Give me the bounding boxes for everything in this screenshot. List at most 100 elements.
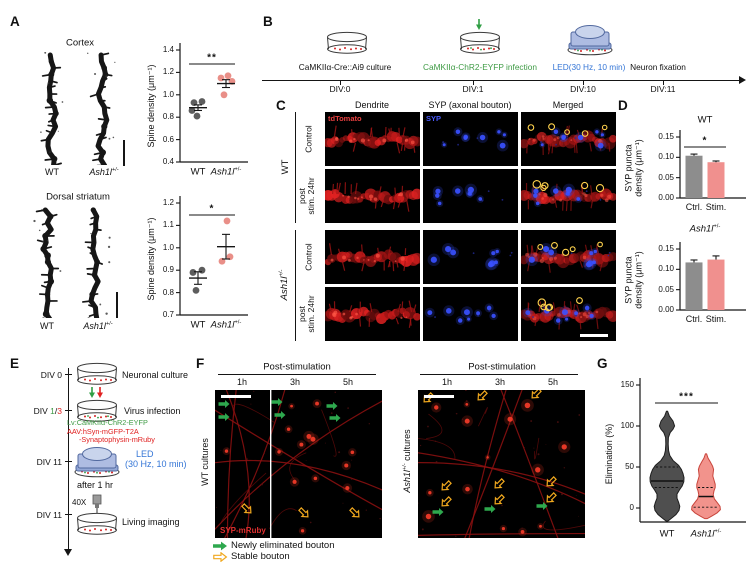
eliminated-bouton-arrow (329, 414, 341, 422)
significance-label: * (209, 203, 215, 215)
column-header-merged: Merged (552, 100, 584, 110)
wait-label: after 1 hr (77, 480, 114, 490)
y-axis-label: Elimination (%) (604, 423, 615, 484)
micrograph-dendrite-wt-cortex (38, 51, 66, 168)
post-stim-header-mut: Post-stimulation (468, 361, 536, 373)
micrograph-dendrite (323, 112, 422, 166)
chart-syp-density-mut: 0.00 0.05 0.10 0.15 SYP puncta density (μm⁻¹)… (618, 218, 750, 330)
condition-label: Control (303, 125, 314, 153)
protocol-tick (65, 374, 72, 376)
y-tick-label: 0.00 (658, 193, 674, 202)
protocol-tick (65, 410, 72, 412)
timeline-step-label: CaMKIIα-ChR2-EYFP infection (423, 62, 537, 72)
y-tick-label: 0.8 (162, 287, 174, 297)
time-label: 1h (441, 377, 453, 387)
x-group-label: Ash1l+/- (210, 166, 242, 178)
significance-label: *** (679, 391, 694, 403)
condition-label: Control (303, 243, 314, 271)
stable-bouton-arrow (546, 492, 557, 503)
scale-bar (424, 395, 454, 398)
eliminated-bouton-arrow (218, 413, 230, 421)
stable-bouton-arrow (298, 507, 309, 518)
timeline-step-label: LED(30 Hz, 10 min) (552, 62, 626, 72)
culture-dish-icon (325, 31, 369, 57)
led-device-icon (72, 444, 122, 478)
time-label: 3h (494, 377, 506, 387)
micrograph-dendrite (322, 169, 423, 223)
stable-bouton-arrow (494, 478, 505, 489)
div-label: DIV 0 (40, 370, 62, 380)
y-tick-label: 1.0 (162, 89, 174, 99)
eliminated-bouton-arrow (218, 400, 230, 408)
timeline-tick (583, 80, 585, 85)
x-group-label: Ash1l+/- (690, 528, 722, 540)
y-tick-label: 0.10 (658, 152, 674, 162)
virus-green-label: Lv:CaMKIIα-ChR2-EYFP (67, 418, 148, 427)
panel-e-label: E (10, 356, 20, 371)
syp-mruby-label: SYP-mRuby (220, 526, 266, 535)
y-tick-label: 0.15 (658, 132, 674, 141)
virus-red-label-1: AAV:hSyn-mGFP-T2A (67, 426, 139, 436)
y-tick-label: 0 (629, 503, 634, 512)
y-tick-label: 0.05 (658, 284, 674, 294)
stable-bouton-arrow (241, 503, 252, 514)
y-tick-label: 100 (620, 421, 634, 430)
scale-bar (221, 395, 251, 398)
micrograph-syp (423, 230, 518, 284)
chart-spine-density-cortex: 0.4 0.6 0.8 1.0 1.2 1.4 Spine density (μm⁻¹) WT… (140, 38, 252, 190)
eliminated-bouton-arrow (271, 398, 283, 406)
div-label: DIV 11 (36, 457, 62, 467)
eliminated-arrow-icon (213, 541, 227, 550)
y-axis-label: SYP puncta density (μm⁻¹) (623, 250, 643, 309)
tdtomato-label: tdTomato (328, 114, 362, 123)
panel-d-label: D (618, 98, 628, 113)
striatum-title: Dorsal striatum (46, 191, 110, 203)
x-group-label: Ash1l+/- (210, 319, 242, 331)
timeline-tick (473, 80, 475, 85)
micrograph-live-mut (412, 384, 591, 544)
objective-label: 40X (72, 498, 87, 507)
micrograph-merged (518, 169, 617, 223)
stable-bouton-arrow (441, 496, 452, 507)
group-bracket (295, 230, 296, 341)
syp-label: SYP (426, 114, 442, 123)
panel-f-label: F (196, 356, 205, 371)
mut-image-label: Ash1l+/- (83, 321, 113, 331)
time-label: 1h (236, 377, 248, 387)
micrograph-dendrite-mut-striatum (78, 207, 111, 323)
mut-cultures-label: Ash1l+/- cultures (402, 429, 413, 493)
genotype-label-wt: WT (279, 159, 291, 175)
micrograph-merged (519, 230, 618, 284)
chart-title: Ash1l+/- (689, 223, 721, 235)
condition-label: post stim. 24hr (296, 177, 316, 215)
eliminated-bouton-arrow (484, 505, 496, 513)
column-header-dendrite: Dendrite (354, 100, 390, 110)
stable-bouton-arrow (349, 507, 360, 518)
y-tick-label: 1.2 (162, 198, 174, 207)
y-tick-label: 0.6 (162, 134, 174, 144)
chart-syp-density-wt: 0.00 0.05 0.10 0.15 SYP puncta density (μm⁻¹)… (618, 106, 750, 218)
micrograph-live-wt (209, 384, 388, 544)
protocol-axis (68, 368, 70, 550)
y-tick-label: 150 (620, 380, 634, 389)
stable-arrow-icon (213, 551, 228, 562)
eliminated-bouton-arrow (274, 411, 286, 419)
protocol-arrowhead (64, 549, 73, 556)
timeline-step-label: Neuron fixation (630, 62, 686, 72)
y-tick-label: 0.15 (658, 244, 674, 253)
timeline-axis (262, 80, 740, 82)
eliminated-bouton-arrow (326, 402, 338, 410)
mut-image-label: Ash1l+/- (89, 167, 119, 177)
legend-text: Stable bouton (231, 551, 290, 562)
led-params-label: (30 Hz, 10 min) (125, 459, 187, 469)
condition-label: post stim. 24hr (296, 295, 316, 333)
x-bar-label: Ctrl. (685, 202, 703, 212)
time-label: 3h (289, 377, 301, 387)
header-underline (218, 373, 376, 375)
post-stim-header-wt: Post-stimulation (263, 361, 331, 373)
timeline-div-label: DIV:10 (570, 84, 596, 94)
culture-dish-icon (75, 362, 119, 388)
x-bar-label: Stim. (705, 202, 727, 212)
chart-elimination-violin: 0 50 100 150 Elimination (%) WT Ash1l+/- *** (600, 368, 750, 560)
